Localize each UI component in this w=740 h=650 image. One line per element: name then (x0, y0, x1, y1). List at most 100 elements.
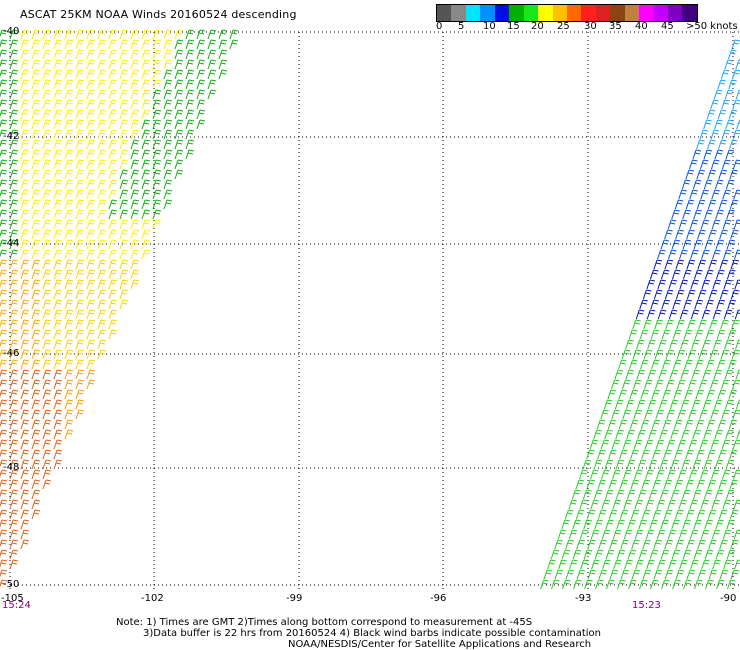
wind-barb (646, 559, 655, 570)
wind-barb (42, 159, 52, 170)
wind-barb (20, 219, 30, 230)
wind-barb (0, 449, 8, 458)
wind-barb (185, 29, 195, 40)
wind-barb (75, 189, 85, 200)
wind-barb (728, 389, 738, 400)
wind-barb (716, 579, 725, 590)
wind-barb (185, 149, 195, 160)
wind-barb (20, 499, 30, 510)
wind-barb (554, 539, 563, 550)
wind-barb (580, 559, 589, 570)
wind-barb (64, 39, 74, 50)
wind-barb (64, 89, 74, 100)
wind-barb (20, 439, 30, 450)
wind-barb (75, 309, 85, 320)
wind-barb (656, 529, 666, 540)
wind-barb (108, 229, 118, 240)
wind-barb (0, 109, 8, 118)
wind-barb (75, 299, 85, 310)
wind-barb (119, 299, 129, 310)
wind-barb (643, 319, 652, 330)
wind-barb (724, 89, 734, 100)
wind-barb (64, 359, 74, 370)
wind-barb (615, 429, 624, 440)
wind-barb (119, 249, 129, 260)
wind-barb (0, 59, 8, 68)
wind-barb (130, 109, 140, 120)
wind-barb (659, 429, 668, 440)
wind-barb (42, 449, 52, 460)
wind-barb (141, 229, 151, 240)
wind-barb (31, 309, 41, 320)
wind-barb (725, 459, 735, 470)
wind-barb (9, 169, 19, 180)
wind-barb (97, 69, 107, 80)
wind-barb (714, 149, 724, 160)
wind-barb (75, 289, 85, 300)
wind-barb (31, 179, 41, 190)
legend-swatch (451, 5, 466, 21)
wind-barb (644, 409, 653, 420)
wind-barb (677, 409, 686, 420)
wind-barb (639, 299, 648, 310)
wind-barb (152, 139, 162, 150)
wind-barb (152, 149, 162, 160)
wind-barb (557, 529, 567, 540)
wind-barb (645, 469, 654, 480)
wind-barb (64, 329, 74, 340)
wind-barb (86, 159, 96, 170)
wind-barb (97, 219, 107, 230)
wind-barb (669, 369, 679, 380)
wind-barb (706, 109, 716, 120)
wind-barb (0, 349, 8, 358)
wind-barb (97, 249, 107, 260)
wind-barb (20, 489, 30, 500)
wind-barb (185, 69, 195, 80)
wind-barb (0, 459, 8, 468)
wind-barb (634, 469, 643, 480)
wind-barb (629, 359, 638, 370)
wind-barb (708, 569, 718, 580)
wind-barb (31, 209, 41, 220)
wind-barb (9, 509, 19, 520)
wind-barb (590, 469, 599, 480)
wind-barb (108, 269, 118, 280)
wind-barb (680, 339, 689, 350)
wind-barb (622, 439, 632, 450)
wind-barb (634, 529, 644, 540)
wind-barb (630, 449, 639, 460)
wind-barb (20, 169, 30, 180)
wind-barb (130, 259, 140, 270)
wind-barb (20, 399, 30, 410)
wind-barb (75, 109, 85, 120)
wind-barb (119, 279, 129, 290)
wind-barb (64, 129, 74, 140)
wind-barb (64, 229, 74, 240)
wind-barb (724, 339, 733, 350)
wind-barb (119, 69, 129, 80)
wind-barb (152, 179, 162, 190)
wind-barb (108, 99, 118, 110)
wind-barb (42, 389, 52, 400)
wind-barb (174, 49, 184, 60)
wind-barb (86, 259, 96, 270)
wind-barb (31, 49, 41, 60)
wind-barb (42, 29, 52, 40)
wind-barb (0, 539, 8, 548)
wind-barb (0, 69, 8, 78)
wind-barb (9, 439, 19, 450)
wind-barb (53, 109, 63, 120)
wind-barb (141, 219, 151, 230)
wind-barb (42, 399, 52, 410)
legend-swatch (494, 5, 510, 21)
wind-barb (75, 319, 85, 330)
wind-barb (621, 349, 631, 360)
wind-barb (645, 499, 655, 510)
wind-barb (711, 219, 721, 230)
wind-barb (661, 579, 670, 590)
wind-barb (42, 479, 52, 490)
wind-barb (141, 169, 151, 180)
wind-barb (630, 479, 640, 490)
wind-barb (97, 349, 107, 360)
wind-barb (631, 569, 641, 580)
